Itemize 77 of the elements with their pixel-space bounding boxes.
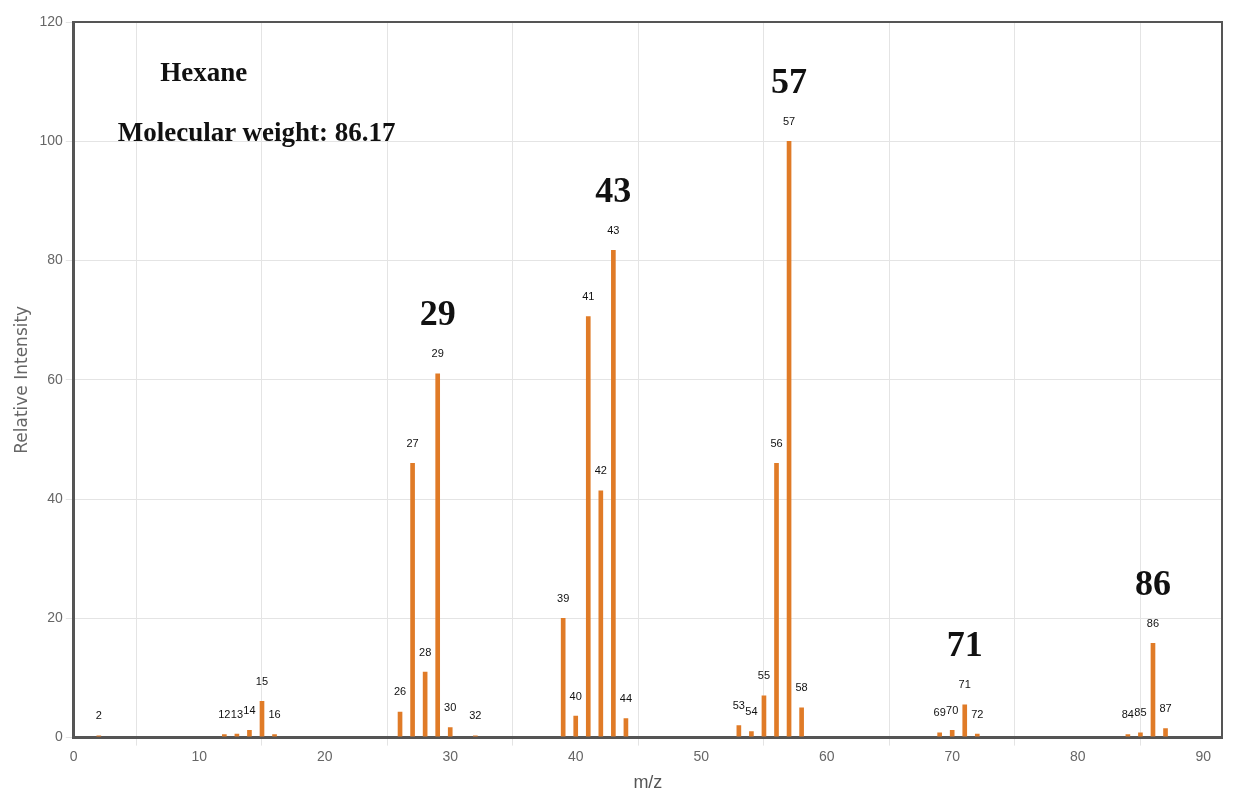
annotation: 39 [557, 591, 570, 604]
x-tick-label: 60 [818, 747, 835, 764]
annotation: 16 [268, 708, 281, 721]
annotation: 53 [732, 699, 745, 712]
annotation: 85 [1134, 706, 1147, 719]
annotation: 69 [933, 706, 946, 719]
annotation: 14 [243, 703, 256, 716]
annotation: Molecular weight: 86.17 [117, 116, 396, 147]
annotation: 28 [419, 645, 432, 658]
x-axis-title: m/z [633, 772, 663, 793]
x-tick-label: 90 [1195, 747, 1212, 764]
bar [560, 618, 566, 738]
y-tick-label: 40 [47, 489, 63, 506]
annotation: 2 [95, 709, 102, 722]
annotation: 57 [782, 114, 796, 127]
x-tick-label: 20 [316, 747, 333, 764]
x-tick-label: 0 [69, 747, 78, 764]
bar [962, 704, 968, 738]
y-tick-label: 20 [47, 609, 63, 626]
bar [598, 490, 604, 738]
x-tick-label: 50 [693, 747, 710, 764]
y-tick-label: 100 [39, 132, 63, 149]
bar [447, 727, 453, 738]
annotation: 41 [582, 290, 595, 303]
bar [247, 730, 252, 738]
annotation: 40 [569, 689, 582, 702]
annotation: 29 [419, 293, 456, 334]
annotation: 15 [255, 674, 269, 687]
annotation: 42 [594, 464, 607, 477]
annotation: 86 [1146, 616, 1160, 629]
annotation: 26 [393, 685, 407, 698]
annotation: 32 [469, 709, 482, 722]
annotation: 71 [946, 624, 983, 665]
y-tick-label: 80 [47, 251, 63, 268]
annotation: 56 [770, 436, 783, 449]
bar [585, 316, 591, 738]
bar [749, 731, 754, 738]
bar [573, 715, 579, 738]
y-tick-label: 60 [47, 370, 63, 387]
bar [435, 373, 441, 738]
x-tick-label: 80 [1069, 747, 1086, 764]
annotation: 58 [795, 681, 808, 694]
annotation: 44 [619, 692, 633, 705]
annotation: 13 [230, 707, 244, 720]
annotation: 87 [1159, 702, 1172, 715]
annotation: 30 [444, 700, 457, 713]
bar [937, 732, 942, 738]
annotation: 27 [406, 436, 419, 449]
annotation: 86 [1134, 562, 1171, 603]
bar [272, 734, 277, 738]
bar [410, 462, 415, 738]
y-tick-label: 120 [39, 12, 63, 29]
annotation: 29 [431, 347, 444, 360]
annotation: 54 [745, 705, 758, 718]
x-tick-label: 70 [944, 747, 961, 764]
annotation: 43 [595, 169, 632, 210]
bar [799, 707, 804, 738]
bar [1163, 728, 1168, 738]
annotation: 55 [757, 669, 771, 682]
x-tick-label: 40 [567, 747, 584, 764]
bar [949, 730, 955, 738]
y-tick-label: 0 [54, 728, 63, 745]
annotation: 84 [1121, 708, 1135, 721]
y-axis-title: Relative Intensity [10, 305, 31, 454]
annotation: 72 [971, 707, 984, 720]
bar [1138, 732, 1143, 738]
bar [222, 734, 227, 738]
annotation: 43 [607, 223, 620, 236]
annotation: 71 [958, 678, 971, 691]
annotation: 12 [218, 708, 231, 721]
x-tick-label: 10 [191, 747, 208, 764]
annotation: 70 [946, 703, 959, 716]
bar [611, 250, 616, 738]
bar [774, 462, 779, 738]
annotation: Hexane [160, 56, 248, 87]
annotation: 57 [771, 60, 808, 101]
x-tick-label: 30 [442, 747, 459, 764]
